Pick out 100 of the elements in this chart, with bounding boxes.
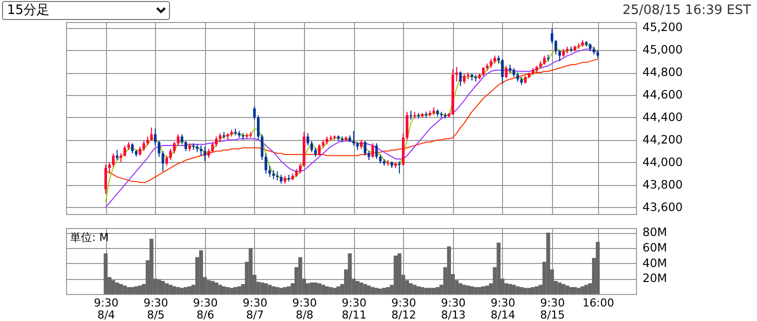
x-tick-label: 9:30 8/12 bbox=[391, 296, 416, 321]
candlestick bbox=[108, 162, 111, 174]
bar bbox=[363, 284, 368, 294]
y-tick-label: 40M bbox=[642, 256, 668, 270]
candlestick bbox=[298, 162, 302, 174]
bar bbox=[206, 280, 211, 294]
y-tick-label: 80M bbox=[642, 225, 668, 240]
bar bbox=[530, 287, 535, 294]
bar bbox=[428, 288, 432, 294]
candlestick bbox=[558, 50, 561, 62]
candlestick bbox=[158, 140, 160, 158]
x-tick-label: 16:00 bbox=[582, 296, 614, 310]
bar bbox=[150, 238, 154, 294]
candlestick bbox=[154, 128, 157, 146]
x-tick-label: 9:30 8/8 bbox=[292, 296, 317, 321]
bar bbox=[447, 246, 451, 294]
candlestick bbox=[375, 142, 378, 160]
bar bbox=[218, 284, 222, 294]
bar bbox=[310, 282, 314, 294]
candlestick bbox=[104, 164, 107, 194]
candlestick bbox=[184, 140, 188, 152]
candlestick bbox=[112, 152, 115, 168]
bar bbox=[321, 284, 326, 294]
y-tick-label: 45,000 bbox=[642, 42, 683, 57]
candlestick bbox=[554, 39, 558, 56]
candlestick bbox=[253, 106, 256, 120]
candlestick bbox=[406, 111, 408, 140]
x-tick-label: 9:30 8/14 bbox=[490, 296, 516, 321]
y-tick-label: 20M bbox=[642, 271, 668, 286]
bar bbox=[188, 286, 192, 294]
bar bbox=[470, 286, 474, 294]
bar bbox=[348, 253, 352, 294]
candlestick bbox=[318, 144, 321, 156]
bar bbox=[496, 242, 501, 294]
bar bbox=[580, 286, 584, 294]
candlestick bbox=[165, 155, 168, 166]
candlestick bbox=[176, 134, 180, 146]
bar bbox=[130, 287, 134, 294]
candlestick bbox=[364, 140, 366, 156]
bar bbox=[386, 287, 390, 294]
bar bbox=[436, 287, 440, 294]
bar bbox=[572, 287, 577, 294]
candlestick bbox=[142, 140, 146, 152]
bar bbox=[397, 253, 402, 294]
bar bbox=[378, 288, 382, 294]
bar bbox=[176, 287, 180, 294]
bar bbox=[248, 248, 253, 294]
bar bbox=[122, 286, 127, 294]
y-tick-label: 44,200 bbox=[642, 132, 683, 146]
bar bbox=[298, 257, 302, 294]
bar bbox=[279, 288, 284, 294]
interval-dropdown: 15分足 bbox=[2, 1, 170, 20]
candlestick bbox=[123, 145, 126, 158]
candlestick bbox=[459, 70, 462, 86]
bar bbox=[366, 286, 371, 294]
candlestick bbox=[150, 127, 153, 142]
x-tick-label: 9:30 8/7 bbox=[242, 296, 268, 321]
bar bbox=[214, 282, 218, 294]
candlestick bbox=[260, 134, 264, 161]
candlestick bbox=[550, 28, 554, 44]
bar bbox=[332, 288, 337, 294]
candlestick bbox=[173, 142, 176, 154]
bar bbox=[264, 283, 268, 294]
candlestick bbox=[455, 66, 458, 82]
candlestick bbox=[169, 148, 172, 161]
bar bbox=[226, 287, 230, 294]
bar bbox=[233, 287, 238, 294]
bar bbox=[546, 232, 550, 294]
bar bbox=[394, 256, 398, 294]
annotation: 単位: M bbox=[70, 231, 109, 244]
bar bbox=[512, 284, 516, 294]
candlestick bbox=[256, 114, 260, 140]
candlestick bbox=[116, 150, 118, 161]
bar bbox=[516, 286, 520, 294]
bar bbox=[184, 287, 188, 294]
bar bbox=[222, 286, 226, 294]
x-tick-label: 9:30 8/15 bbox=[540, 296, 565, 321]
y-tick-label: 60M bbox=[642, 240, 668, 254]
bar bbox=[160, 280, 165, 294]
candlestick bbox=[352, 130, 355, 146]
candlestick bbox=[371, 142, 374, 158]
bar bbox=[275, 287, 280, 294]
bar bbox=[260, 282, 264, 294]
bar bbox=[168, 284, 172, 294]
candlestick bbox=[162, 150, 164, 172]
bar bbox=[565, 286, 570, 294]
candlestick bbox=[306, 132, 310, 146]
bar bbox=[558, 282, 562, 294]
bar bbox=[466, 286, 470, 294]
candlestick bbox=[131, 142, 134, 154]
y-tick-label: 44,800 bbox=[642, 65, 683, 80]
y-tick-label: 45,200 bbox=[642, 20, 683, 34]
candlestick bbox=[180, 134, 184, 145]
bar bbox=[569, 287, 574, 294]
candlestick bbox=[211, 142, 214, 153]
bar bbox=[157, 279, 162, 294]
candlestick bbox=[268, 165, 272, 178]
bar bbox=[420, 287, 424, 294]
bar bbox=[424, 288, 428, 294]
x-tick-label: 9:30 8/11 bbox=[342, 296, 366, 321]
